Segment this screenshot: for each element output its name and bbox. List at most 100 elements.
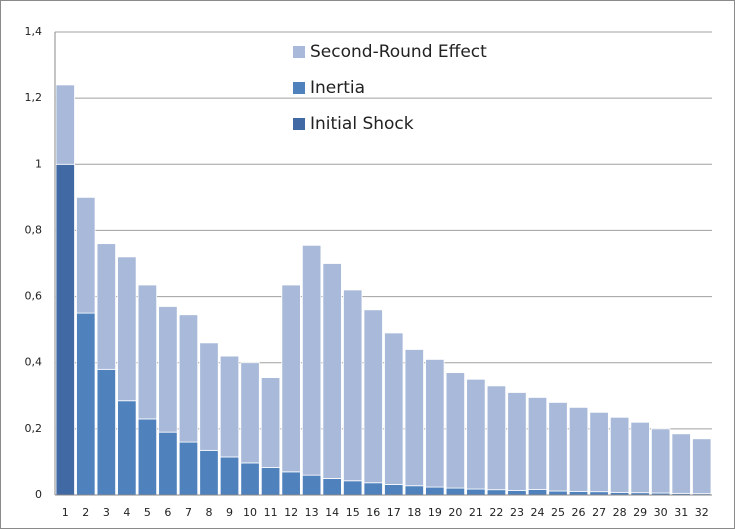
bar-segment <box>178 314 199 443</box>
bar-segment <box>301 244 322 476</box>
bar-segment <box>199 342 219 451</box>
legend-label: Second-Round Effect <box>310 42 487 62</box>
x-tick-label: 14 <box>325 506 339 519</box>
legend-label: Initial Shock <box>310 114 414 134</box>
x-tick-label: 32 <box>695 506 709 519</box>
y-tick-label: 1,2 <box>25 91 43 104</box>
bar-segment <box>404 349 424 487</box>
x-tick-label: 23 <box>510 506 524 519</box>
bar-segment <box>466 488 486 496</box>
bar-segment <box>281 284 301 473</box>
bar-segment <box>363 482 383 496</box>
bar-segment <box>178 441 199 496</box>
x-tick-label: 7 <box>185 506 192 519</box>
x-tick-label: 19 <box>428 506 442 519</box>
bar-segment <box>384 332 404 485</box>
bar-segment <box>630 421 650 494</box>
x-tick-label: 3 <box>103 506 110 519</box>
x-tick-label: 29 <box>633 506 647 519</box>
bar-segment <box>240 362 260 464</box>
bar-segment <box>260 467 281 496</box>
x-tick-label: 15 <box>346 506 360 519</box>
x-tick-label: 11 <box>264 506 278 519</box>
bar-segment <box>158 306 178 433</box>
x-tick-label: 13 <box>305 506 319 519</box>
bar-segment <box>445 487 466 496</box>
bar-segment <box>466 378 486 490</box>
x-tick-label: 31 <box>674 506 688 519</box>
y-tick-label: 0,2 <box>25 422 43 435</box>
bar-segment <box>568 490 589 496</box>
bar-segment <box>240 462 260 496</box>
bar-segment <box>343 289 363 482</box>
bar-segment <box>322 263 342 479</box>
bar-segment <box>589 411 609 493</box>
x-tick-label: 26 <box>572 506 586 519</box>
legend-swatch <box>293 46 305 58</box>
y-tick-label: 0,4 <box>25 356 43 369</box>
bar-segment <box>322 478 342 496</box>
bar-segment <box>425 359 445 488</box>
x-tick-label: 2 <box>82 506 89 519</box>
bar-segment <box>117 400 137 496</box>
bar-segment <box>219 456 240 496</box>
x-tick-label: 12 <box>284 506 298 519</box>
y-tick-label: 1 <box>35 157 42 170</box>
bar-segment <box>527 397 548 490</box>
bar-segment <box>55 163 75 496</box>
x-tick-label: 25 <box>551 506 565 519</box>
legend: Second-Round Effect Inertia Initial Shock <box>293 42 487 134</box>
x-tick-label: 28 <box>613 506 627 519</box>
bar-segment <box>425 486 445 496</box>
bar-segment <box>281 471 301 496</box>
x-tick-label: 18 <box>407 506 421 519</box>
x-tick-label: 22 <box>489 506 503 519</box>
x-tick-label: 10 <box>243 506 257 519</box>
bar-segment <box>651 428 671 494</box>
x-tick-label: 4 <box>123 506 130 519</box>
x-tick-label: 30 <box>654 506 668 519</box>
bar-segment <box>343 480 363 496</box>
bar-segment <box>404 485 424 496</box>
bar-segment <box>568 406 589 492</box>
bar-segment <box>486 385 507 491</box>
x-tick-label: 24 <box>530 506 544 519</box>
bar-segment <box>363 309 383 484</box>
x-tick-label: 1 <box>62 506 69 519</box>
x-tick-label: 20 <box>448 506 462 519</box>
legend-label: Inertia <box>310 78 365 98</box>
bar-segment <box>137 418 158 496</box>
bar-segment <box>96 368 116 496</box>
bar-segment <box>219 355 240 458</box>
bar-segment <box>76 312 96 496</box>
bar-segment <box>527 488 548 496</box>
bar-segment <box>486 489 507 496</box>
bar-segment <box>76 196 96 314</box>
bar-segment <box>548 490 568 496</box>
legend-swatch <box>293 82 305 94</box>
y-tick-label: 0,6 <box>25 290 43 303</box>
bar-segment <box>445 372 466 489</box>
bar-segment <box>260 377 281 468</box>
bar-segment <box>384 484 404 496</box>
bar-segment <box>548 401 568 492</box>
bar-segment <box>199 449 219 496</box>
labels: 00,20,40,60,811,21,41 2 3 4 5 6 7 8 9 10 11 12 13 14 1… <box>25 25 709 519</box>
bars <box>55 84 712 496</box>
bar-segment <box>117 256 137 402</box>
bar-segment <box>301 474 322 496</box>
x-tick-label: 6 <box>164 506 171 519</box>
bar-segment <box>609 416 630 493</box>
bar-segment <box>96 243 116 370</box>
x-tick-label: 9 <box>226 506 233 519</box>
x-tick-label: 16 <box>366 506 380 519</box>
y-tick-label: 0 <box>35 488 42 501</box>
bar-segment <box>158 431 178 496</box>
legend-swatch <box>293 118 305 130</box>
bar-segment <box>692 438 712 495</box>
bar-segment <box>507 489 527 496</box>
x-tick-label: 27 <box>592 506 606 519</box>
bar-segment <box>55 84 75 165</box>
bar-segment <box>137 284 158 420</box>
